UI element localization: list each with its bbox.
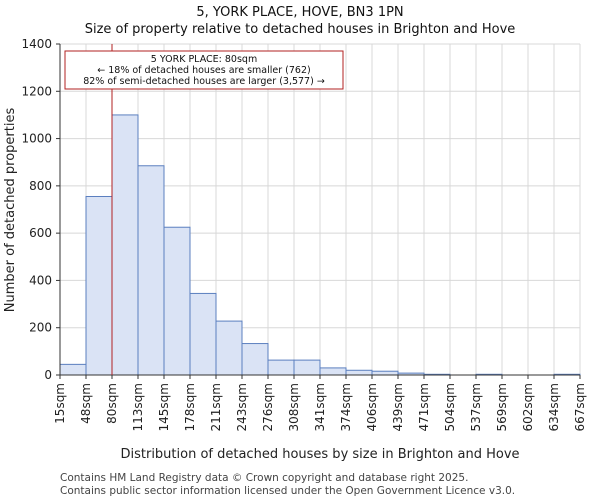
x-tick-label: 15sqm <box>53 383 67 424</box>
histogram-bar <box>371 370 399 376</box>
x-tick-label: 471sqm <box>417 383 431 431</box>
histogram-bar <box>189 292 217 376</box>
histogram-bar <box>137 165 165 376</box>
x-tick-label: 211sqm <box>209 383 223 431</box>
annotation-smaller: ← 18% of detached houses are smaller (76… <box>97 65 310 76</box>
y-tick-label: 800 <box>29 179 52 193</box>
histogram-bar <box>163 226 191 376</box>
footer-copyright: Contains HM Land Registry data © Crown c… <box>60 472 468 484</box>
x-tick-label: 48sqm <box>79 383 93 424</box>
x-tick-label: 308sqm <box>287 383 301 431</box>
y-tick-label: 600 <box>29 226 52 240</box>
x-tick-label: 113sqm <box>131 383 145 431</box>
x-axis-title: Distribution of detached houses by size … <box>120 447 519 462</box>
annotation-larger: 82% of semi-detached houses are larger (… <box>83 76 325 87</box>
x-tick-label: 439sqm <box>391 383 405 431</box>
y-tick-label: 0 <box>44 368 52 382</box>
y-tick-label: 400 <box>29 273 52 287</box>
x-tick-label: 80sqm <box>105 383 119 424</box>
y-axis-title: Number of detached properties <box>3 108 18 313</box>
chart-title: 5, YORK PLACE, HOVE, BN3 1PN <box>196 5 403 20</box>
histogram-bar <box>267 359 295 376</box>
histogram-bar <box>319 367 347 376</box>
histogram-bar <box>111 114 139 376</box>
chart-subtitle: Size of property relative to detached ho… <box>85 22 516 37</box>
x-tick-label: 569sqm <box>495 383 509 431</box>
annotation-box <box>64 50 344 90</box>
histogram-bar <box>241 343 269 376</box>
footer-licence: Contains public sector information licen… <box>60 485 515 497</box>
x-tick-label: 145sqm <box>157 383 171 431</box>
x-tick-label: 602sqm <box>521 383 535 431</box>
x-tick-label: 178sqm <box>183 383 197 431</box>
x-tick-label: 537sqm <box>469 383 483 431</box>
histogram-bar <box>59 363 87 376</box>
histogram-bar <box>345 369 373 376</box>
histogram-bar <box>293 359 321 376</box>
x-tick-label: 504sqm <box>443 383 457 431</box>
y-tick-label: 1400 <box>21 37 52 51</box>
x-tick-label: 374sqm <box>339 383 353 431</box>
x-tick-label: 634sqm <box>547 383 561 431</box>
x-tick-label: 406sqm <box>365 383 379 431</box>
histogram-bar <box>215 320 243 376</box>
y-tick-label: 1000 <box>21 132 52 146</box>
y-tick-label: 1200 <box>21 84 52 98</box>
y-tick-label: 200 <box>29 321 52 335</box>
histogram-bar <box>85 195 113 376</box>
x-tick-label: 243sqm <box>235 383 249 431</box>
x-tick-label: 276sqm <box>261 383 275 431</box>
x-tick-label: 667sqm <box>573 383 587 431</box>
annotation-title: 5 YORK PLACE: 80sqm <box>151 54 257 65</box>
x-tick-label: 341sqm <box>313 383 327 431</box>
